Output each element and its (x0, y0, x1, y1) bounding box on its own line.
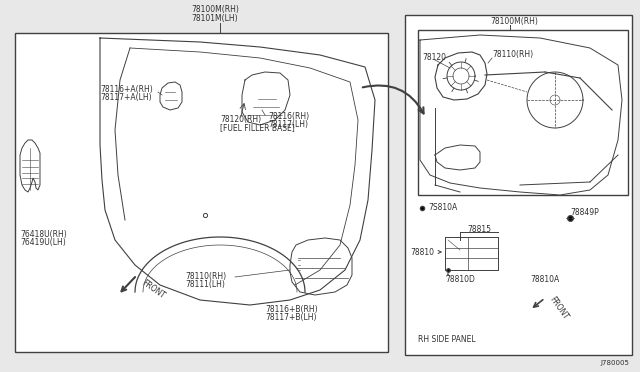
Text: 78116+B(RH): 78116+B(RH) (265, 305, 317, 314)
Text: 78110(RH): 78110(RH) (492, 50, 533, 59)
Text: 76418U(RH): 76418U(RH) (20, 230, 67, 239)
Text: 78110(RH): 78110(RH) (185, 272, 226, 281)
Text: RH SIDE PANEL: RH SIDE PANEL (418, 335, 476, 344)
Text: J780005: J780005 (600, 360, 629, 366)
Text: FRONT: FRONT (548, 295, 570, 321)
Polygon shape (290, 238, 352, 295)
Polygon shape (100, 38, 375, 305)
Text: 78117+A(LH): 78117+A(LH) (100, 93, 152, 102)
Text: 78810A: 78810A (530, 275, 559, 284)
Polygon shape (420, 35, 622, 195)
Polygon shape (435, 52, 487, 100)
Text: 78810: 78810 (410, 248, 434, 257)
Text: 78117+B(LH): 78117+B(LH) (265, 313, 317, 322)
Text: 78116(RH): 78116(RH) (268, 112, 309, 121)
Text: 78849P: 78849P (570, 208, 599, 217)
Polygon shape (160, 82, 182, 110)
Bar (405, 15, 632, 355)
Text: 78100M(RH): 78100M(RH) (490, 17, 538, 26)
Text: [FUEL FILLER BASE]: [FUEL FILLER BASE] (220, 123, 295, 132)
Text: 78815: 78815 (467, 225, 491, 234)
Text: FRONT: FRONT (140, 278, 166, 300)
Text: 78120(RH): 78120(RH) (220, 115, 261, 124)
Text: 78101M(LH): 78101M(LH) (191, 14, 238, 23)
Text: 78810D: 78810D (445, 275, 475, 284)
Text: 78120: 78120 (422, 53, 446, 62)
Text: 78100M(RH): 78100M(RH) (191, 5, 239, 14)
Bar (418, 30, 628, 195)
Text: 7S810A: 7S810A (428, 203, 457, 212)
Polygon shape (20, 140, 40, 192)
Text: 76419U(LH): 76419U(LH) (20, 238, 66, 247)
Bar (15, 33, 388, 352)
Polygon shape (242, 72, 290, 125)
Text: 78111(LH): 78111(LH) (185, 280, 225, 289)
Text: 78117(LH): 78117(LH) (268, 120, 308, 129)
Text: 78116+A(RH): 78116+A(RH) (100, 85, 153, 94)
